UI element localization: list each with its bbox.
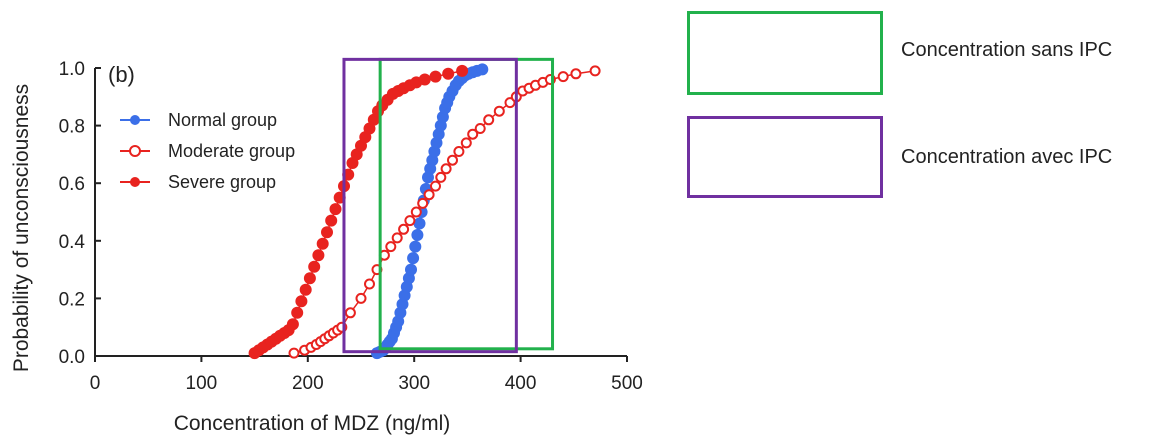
data-point-severe	[429, 70, 442, 83]
x-tick-label: 400	[505, 373, 537, 394]
data-point-severe	[308, 260, 321, 273]
data-point-severe	[456, 64, 469, 77]
key-box-avec-ipc	[687, 116, 883, 198]
data-point-moderate	[355, 292, 367, 304]
x-tick-label: 300	[398, 373, 430, 394]
data-point-moderate	[430, 180, 441, 192]
y-tick-label: 0.8	[59, 117, 85, 138]
data-point-severe	[321, 226, 333, 239]
data-point-normal	[411, 229, 424, 241]
data-point-moderate	[453, 146, 465, 157]
data-point-moderate	[404, 215, 416, 227]
data-point-moderate	[385, 241, 397, 253]
data-point-moderate	[288, 347, 300, 359]
series-layer	[248, 63, 601, 360]
legend-marker-normal	[130, 115, 140, 125]
x-tick-label: 500	[611, 373, 643, 394]
data-point-severe	[312, 249, 325, 262]
data-point-severe	[325, 214, 338, 227]
chart-area: 0 100 200 300 400 500 0.00.20.40.60.81.0 (b) …	[10, 57, 643, 435]
data-point-moderate	[410, 206, 422, 218]
data-point-normal	[405, 263, 417, 276]
data-point-severe	[442, 67, 455, 80]
data-point-moderate	[344, 307, 356, 319]
y-ticks: 0.0 0.2 0.4 0.6 0.8 1.0	[59, 59, 101, 368]
legend-label-moderate: Moderate group	[168, 141, 295, 161]
series-line-normal	[376, 68, 483, 354]
data-point-normal	[409, 240, 422, 253]
legend-item-moderate: Moderate group	[120, 141, 295, 161]
panel-label: (b)	[108, 62, 135, 87]
data-point-moderate	[423, 189, 435, 201]
data-point-severe	[291, 306, 304, 319]
x-tick-label: 100	[186, 373, 218, 394]
data-point-moderate	[391, 232, 403, 244]
data-point-normal	[407, 252, 420, 265]
legend-item-severe: Severe group	[120, 172, 276, 192]
data-point-moderate	[435, 171, 447, 183]
data-point-moderate	[493, 105, 505, 117]
x-axis-title: Concentration of MDZ (ng/ml)	[174, 412, 451, 435]
data-point-severe	[303, 272, 316, 285]
key-box-sans-ipc	[687, 11, 883, 95]
data-point-moderate	[483, 114, 495, 126]
data-point-moderate	[460, 137, 472, 149]
x-tick-label: 200	[292, 373, 324, 394]
data-point-severe	[299, 283, 312, 296]
y-tick-label: 0.4	[59, 232, 86, 253]
series-severe	[248, 64, 469, 360]
series-moderate	[288, 65, 601, 359]
data-point-moderate	[557, 71, 569, 83]
y-tick-label: 0.6	[59, 174, 85, 195]
data-point-severe	[286, 318, 299, 331]
data-point-normal	[413, 217, 426, 230]
legend: Normal group Moderate group Severe group	[120, 110, 295, 192]
y-axis-title: Probability of unconsciousness	[10, 84, 33, 372]
legend-marker-severe	[130, 177, 140, 187]
data-point-moderate	[398, 223, 410, 235]
legend-label-severe: Severe group	[168, 172, 276, 192]
data-point-severe	[316, 237, 329, 250]
x-tick-label: 0	[90, 373, 101, 394]
y-tick-label: 0.0	[59, 347, 85, 368]
series-normal	[371, 63, 489, 360]
series-line-severe	[254, 70, 463, 354]
annotation-layer	[342, 57, 555, 354]
data-point-severe	[329, 203, 342, 216]
data-point-severe	[295, 295, 308, 308]
data-point-moderate	[589, 65, 601, 77]
key-label-avec-ipc: Concentration avec IPC	[901, 146, 1113, 168]
data-point-normal	[476, 63, 489, 76]
key-label-sans-ipc: Concentration sans IPC	[901, 39, 1113, 61]
data-point-moderate	[417, 197, 429, 209]
y-tick-label: 0.2	[59, 289, 85, 310]
legend-marker-moderate	[129, 145, 141, 157]
data-point-moderate	[447, 154, 458, 166]
data-point-moderate	[474, 123, 486, 134]
x-ticks: 0 100 200 300 400 500	[90, 356, 643, 394]
data-point-moderate	[364, 278, 375, 290]
legend-label-normal: Normal group	[168, 110, 277, 130]
legend-item-normal: Normal group	[120, 110, 277, 130]
data-point-moderate	[440, 163, 452, 175]
data-point-moderate	[570, 68, 582, 80]
plot-area: 0 100 200 300 400 500 0.00.20.40.60.81.0 (b) …	[10, 57, 643, 435]
annotation-box-avec-ipc	[342, 57, 518, 354]
data-point-severe	[418, 73, 431, 86]
y-tick-label: 1.0	[59, 59, 85, 80]
data-point-moderate	[467, 128, 479, 140]
